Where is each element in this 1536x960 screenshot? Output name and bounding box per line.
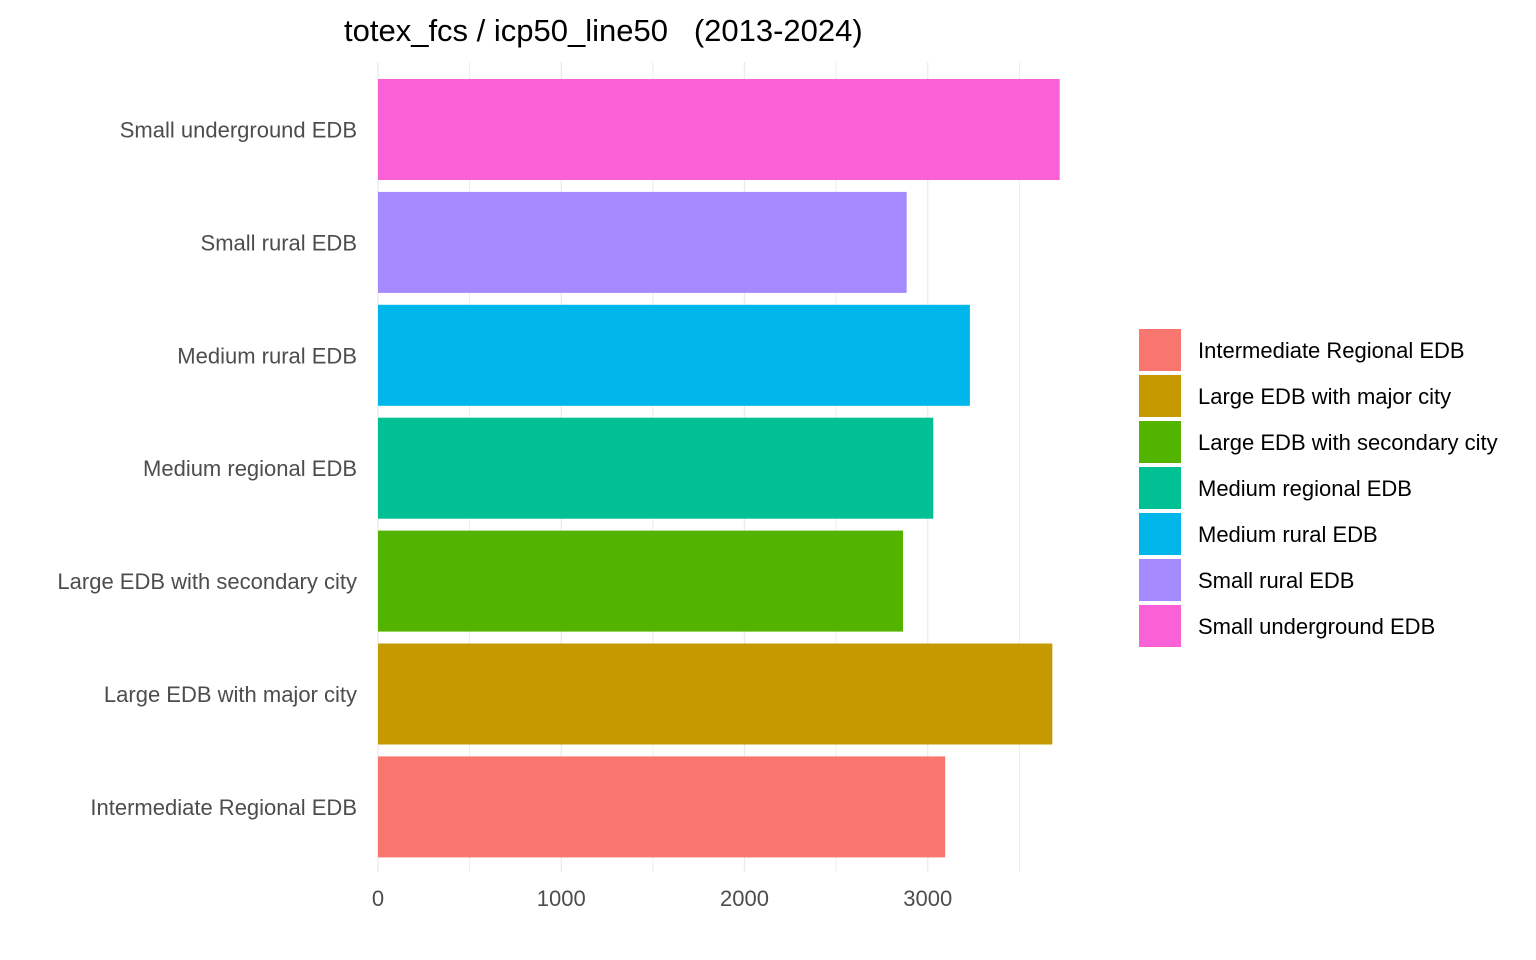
- bar-large-edb-with-major-city: [378, 643, 1053, 745]
- bar-small-rural-edb: [378, 191, 907, 293]
- category-label: Intermediate Regional EDB: [90, 795, 357, 820]
- legend-label: Medium regional EDB: [1198, 476, 1412, 501]
- legend-key: [1139, 467, 1181, 509]
- legend-key: [1139, 513, 1181, 555]
- category-labels: Intermediate Regional EDB Large EDB with …: [57, 118, 357, 820]
- legend-label: Small underground EDB: [1198, 614, 1435, 639]
- chart-title: totex_fcs / icp50_line50 (2013-2024): [344, 13, 863, 48]
- legend-label: Large EDB with major city: [1198, 384, 1451, 409]
- category-label: Small underground EDB: [120, 118, 357, 143]
- x-tick-label: 1000: [537, 886, 586, 911]
- legend-label: Small rural EDB: [1198, 568, 1354, 593]
- bars: [378, 79, 1060, 858]
- x-tick-label: 2000: [720, 886, 769, 911]
- category-label: Small rural EDB: [201, 230, 357, 255]
- category-label: Large EDB with major city: [104, 682, 357, 707]
- x-tick-labels: 0 1000 2000 3000: [372, 886, 952, 911]
- legend: Intermediate Regional EDB Large EDB with …: [1139, 329, 1498, 647]
- legend-key: [1139, 329, 1181, 371]
- legend-key: [1139, 375, 1181, 417]
- bar-medium-rural-edb: [378, 304, 970, 406]
- bar-intermediate-regional-edb: [378, 756, 946, 858]
- x-tick-label: 3000: [903, 886, 952, 911]
- bar-medium-regional-edb: [378, 417, 934, 519]
- bar-large-edb-with-secondary-city: [378, 530, 904, 632]
- legend-label: Large EDB with secondary city: [1198, 430, 1498, 455]
- category-label: Large EDB with secondary city: [57, 569, 357, 594]
- legend-key: [1139, 605, 1181, 647]
- category-label: Medium rural EDB: [177, 343, 357, 368]
- legend-key: [1139, 559, 1181, 601]
- legend-label: Medium rural EDB: [1198, 522, 1378, 547]
- bar-small-underground-edb: [378, 79, 1060, 180]
- x-tick-label: 0: [372, 886, 384, 911]
- legend-label: Intermediate Regional EDB: [1198, 338, 1465, 363]
- legend-key: [1139, 421, 1181, 463]
- category-label: Medium regional EDB: [143, 456, 357, 481]
